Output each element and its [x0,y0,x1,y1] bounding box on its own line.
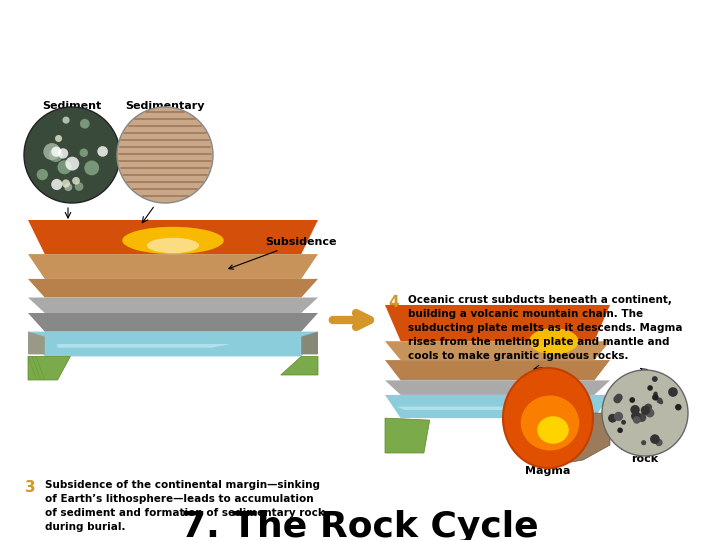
Text: Igneous
rock: Igneous rock [621,442,670,464]
Polygon shape [524,413,610,465]
Circle shape [613,395,621,403]
Circle shape [630,405,640,414]
Polygon shape [281,356,318,375]
Circle shape [652,394,659,401]
Circle shape [117,107,213,203]
Circle shape [614,412,623,421]
Circle shape [51,179,63,190]
Circle shape [655,439,662,446]
Polygon shape [28,220,318,254]
Polygon shape [28,332,45,354]
Text: Sedimentary
rock: Sedimentary rock [125,101,204,123]
Circle shape [675,404,682,410]
Circle shape [633,416,641,424]
Circle shape [84,160,99,176]
Polygon shape [385,305,610,341]
Polygon shape [385,360,610,380]
Circle shape [653,392,657,396]
Ellipse shape [529,328,578,354]
Polygon shape [385,341,610,360]
Polygon shape [552,415,565,430]
Circle shape [644,403,652,411]
Polygon shape [28,254,318,279]
Circle shape [64,183,72,191]
Polygon shape [385,380,610,395]
Circle shape [72,177,80,185]
Ellipse shape [147,238,199,253]
Circle shape [80,148,88,157]
Polygon shape [28,313,318,332]
Polygon shape [28,298,318,313]
Ellipse shape [122,227,224,254]
Circle shape [43,143,60,160]
Text: Oceanic crust subducts beneath a continent,
building a volcanic mountain chain. : Oceanic crust subducts beneath a contine… [408,295,683,361]
Circle shape [657,397,662,403]
Ellipse shape [521,395,580,450]
Text: Subsidence of the continental margin—sinking
of Earth’s lithosphere—leads to acc: Subsidence of the continental margin—sin… [45,480,325,532]
Circle shape [24,107,120,203]
Circle shape [647,385,653,391]
Polygon shape [28,356,71,380]
Text: 7. The Rock Cycle: 7. The Rock Cycle [181,510,539,540]
Polygon shape [301,332,318,354]
Circle shape [631,411,641,421]
Text: Magma: Magma [526,466,571,476]
Ellipse shape [503,368,593,468]
Circle shape [650,434,660,444]
Circle shape [75,182,84,191]
Polygon shape [396,407,531,410]
Circle shape [621,420,626,425]
Circle shape [659,400,663,404]
Polygon shape [57,344,231,348]
Circle shape [644,408,653,416]
Circle shape [97,146,108,157]
Circle shape [49,148,63,162]
Circle shape [55,135,62,142]
Circle shape [51,146,61,157]
Circle shape [58,160,71,174]
Circle shape [63,117,70,124]
Circle shape [629,397,635,403]
Circle shape [646,409,654,417]
Circle shape [602,370,688,456]
Circle shape [641,406,650,415]
Polygon shape [385,395,610,418]
Circle shape [641,440,647,445]
Polygon shape [28,332,318,356]
Circle shape [617,428,623,433]
Ellipse shape [537,416,569,444]
Text: Sediment: Sediment [42,101,102,111]
Polygon shape [28,279,318,298]
Circle shape [615,394,623,401]
Circle shape [66,157,79,171]
Circle shape [668,387,678,397]
Text: Subsidence: Subsidence [229,237,336,269]
Text: 4: 4 [388,295,399,310]
Polygon shape [385,418,430,453]
Circle shape [80,119,90,129]
Text: 3: 3 [25,480,35,495]
Circle shape [637,413,647,422]
Circle shape [62,179,70,187]
Circle shape [652,376,657,382]
Circle shape [37,169,48,180]
Circle shape [608,414,617,423]
Circle shape [58,148,68,159]
